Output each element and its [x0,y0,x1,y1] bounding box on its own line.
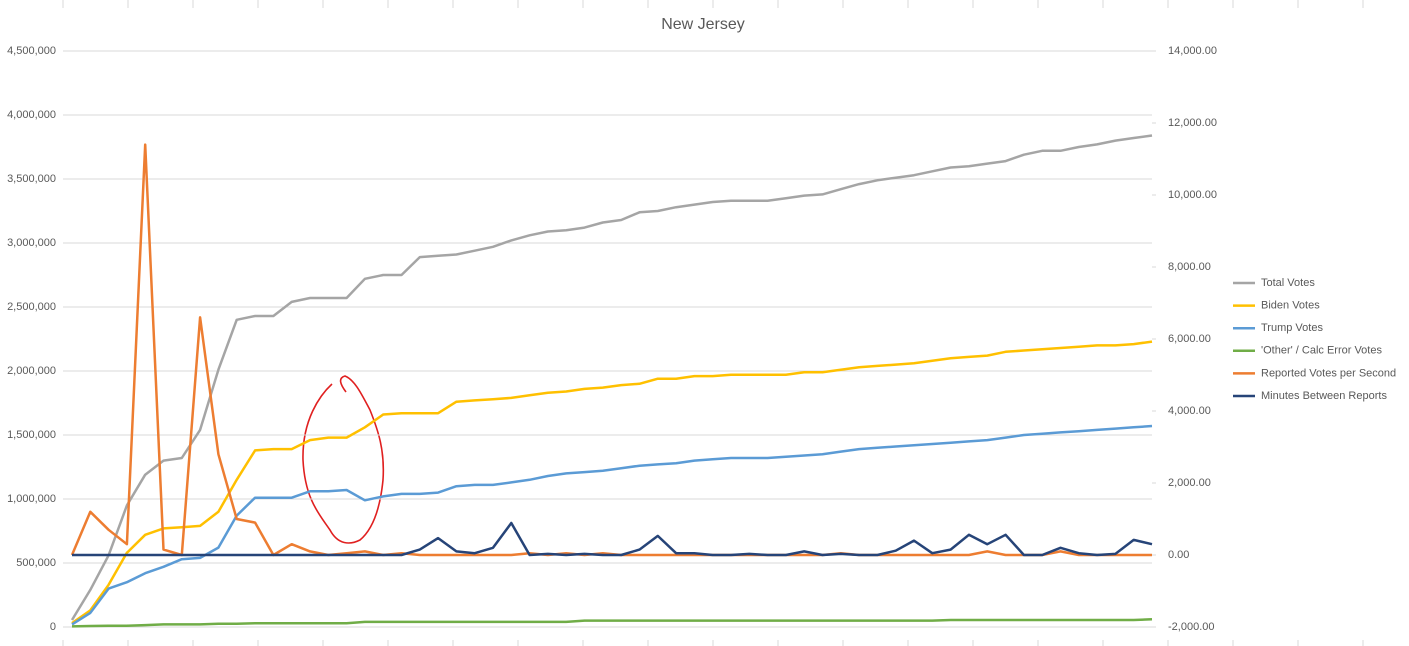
y-tick-label: 4,500,000 [7,45,56,57]
y2-tick-label: 8,000.00 [1168,261,1211,273]
series-line [72,521,1153,557]
legend-label: Total Votes [1261,277,1315,289]
chart-title: New Jersey [661,16,745,33]
y-tick-label: 0 [50,621,56,633]
series-line [71,618,1153,628]
legend-label: 'Other' / Calc Error Votes [1261,345,1382,357]
y-tick-label: 2,000,000 [7,365,56,377]
y-tick-label: 4,000,000 [7,109,56,121]
y-tick-label: 1,000,000 [7,493,56,505]
legend-label: Trump Votes [1261,322,1323,334]
y-tick-label: 500,000 [16,557,56,569]
series-line [70,134,1153,621]
y-tick-label: 3,500,000 [7,173,56,185]
y2-tick-label: 2,000.00 [1168,477,1211,489]
annotation-circle [302,375,385,544]
y-tick-label: 2,500,000 [7,301,56,313]
series-line [70,143,1152,557]
legend-label: Biden Votes [1261,300,1320,312]
y2-tick-label: 10,000.00 [1168,189,1217,201]
legend-label: Minutes Between Reports [1261,390,1387,402]
y2-tick-label: 0.00 [1168,549,1189,561]
y2-tick-label: 14,000.00 [1168,45,1217,57]
y2-tick-label: 6,000.00 [1168,333,1211,345]
series-line [71,424,1153,626]
y-tick-label: 1,500,000 [7,429,56,441]
y-tick-label: 3,000,000 [7,237,56,249]
legend-label: Reported Votes per Second [1261,367,1396,379]
y2-tick-label: 4,000.00 [1168,405,1211,417]
cell-borders [62,0,1364,646]
series-line [71,340,1153,625]
y2-tick-label: -2,000.00 [1168,621,1214,633]
y2-tick-label: 12,000.00 [1168,117,1217,129]
